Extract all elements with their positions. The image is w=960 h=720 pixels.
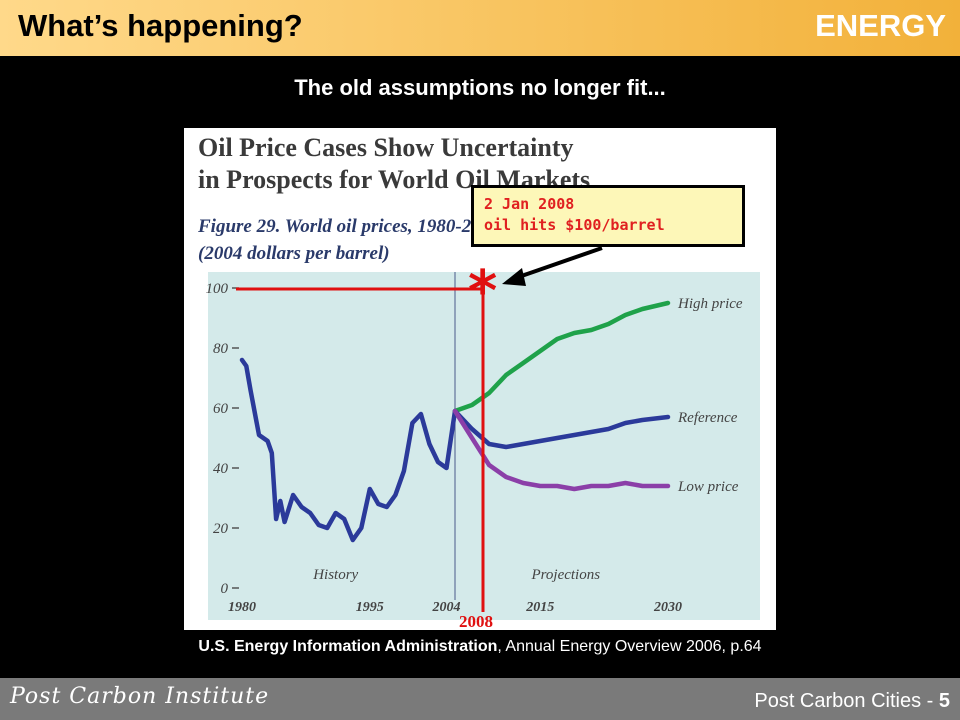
slide-subtitle: The old assumptions no longer fit... [294,75,666,100]
callout-date: 2 Jan 2008 [484,195,575,213]
history-line [239,357,458,543]
price-marker-icon: * [468,259,498,324]
low-price-legend-label: Low price [677,479,739,495]
high-price-line [452,300,671,414]
reference-line [452,408,671,450]
annotation-callout: 2 Jan 2008 oil hits $100/barrel [471,185,745,247]
x-tick-label: 2030 [653,600,682,615]
organization-logo: Post Carbon Institute [10,684,270,709]
y-tick-label: 60 [213,401,229,417]
y-tick-label: 100 [206,281,229,297]
high-price-legend-label: High price [677,296,743,312]
y-tick-label: 40 [213,461,229,477]
y-tick-label: 20 [213,521,229,537]
series-label: Post Carbon Cities - 5 [754,690,950,713]
low-price-line [452,408,671,492]
slide-title: What’s happening? [18,8,303,43]
x-tick-label: 1995 [356,600,384,615]
reference-legend-label: Reference [677,410,738,426]
x-tick-label: 2015 [525,600,554,615]
figure-headline-line1: Oil Price Cases Show Uncertainty [198,133,574,162]
source-citation: U.S. Energy Information Administration, … [0,638,960,656]
history-region-label: History [312,567,358,583]
source-agency: U.S. Energy Information Administration [198,638,498,655]
section-brand: ENERGY [815,8,946,43]
marker-year-label: 2008 [459,612,493,631]
figure-caption-line1: Figure 29. World oil prices, 1980-2030 [197,216,500,237]
plot-panel [208,272,760,620]
x-tick-label: 2004 [431,600,460,615]
y-tick-label: 80 [213,341,229,357]
source-details: , Annual Energy Overview 2006, p.64 [497,638,762,655]
page-number: 5 [938,690,950,712]
slide-header: What’s happening? ENERGY [0,0,960,56]
y-tick-label: 0 [221,581,229,597]
callout-text: oil hits $100/barrel [484,216,665,234]
projections-region-label: Projections [530,567,600,583]
figure-caption-line2: (2004 dollars per barrel) [198,243,390,264]
x-tick-label: 1980 [228,600,256,615]
slide-footer: Post Carbon Institute Post Carbon Cities… [0,678,960,720]
series-name: Post Carbon Cities - [754,690,939,712]
